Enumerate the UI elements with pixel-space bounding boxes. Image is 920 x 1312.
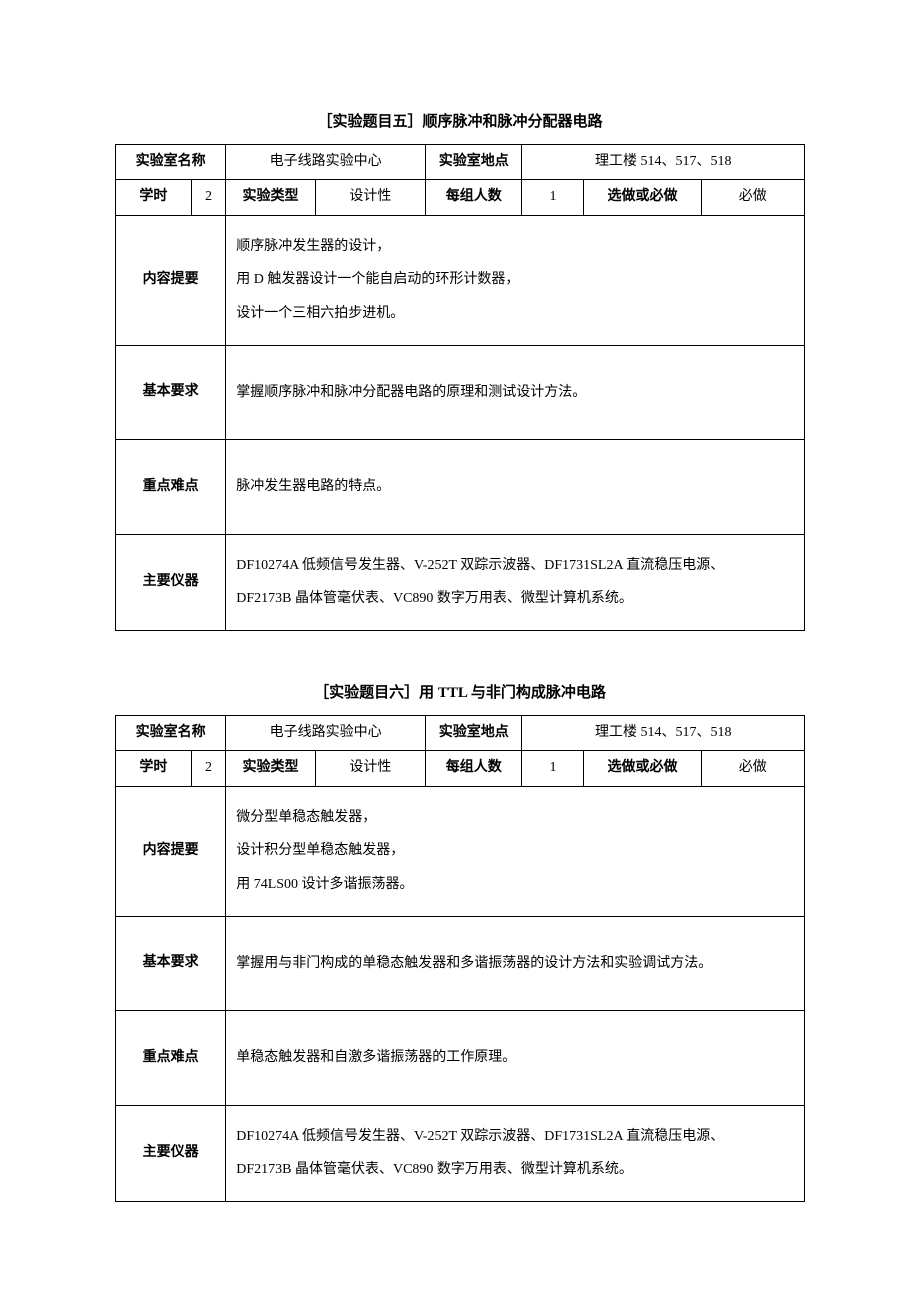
group-label: 每组人数 [426,751,522,786]
content-line: 微分型单稳态触发器， [236,801,794,835]
type-label: 实验类型 [226,751,316,786]
hours-label: 学时 [116,180,192,215]
content-summary-label: 内容提要 [116,786,226,916]
key-points-label: 重点难点 [116,1011,226,1106]
lab-location-value: 理工楼 514、517、518 [522,715,805,750]
hours-value: 2 [191,180,225,215]
lab-location-label: 实验室地点 [426,145,522,180]
content-summary-value: 微分型单稳态触发器， 设计积分型单稳态触发器， 用 74LS00 设计多谐振荡器… [226,786,805,916]
key-points-value: 脉冲发生器电路的特点。 [226,440,805,535]
content-line: DF10274A 低频信号发生器、V-252T 双踪示波器、DF1731SL2A… [236,1120,794,1154]
content-line: DF2173B 晶体管毫伏表、VC890 数字万用表、微型计算机系统。 [236,1153,794,1187]
basic-requirements-label: 基本要求 [116,916,226,1011]
group-value: 1 [522,180,584,215]
basic-requirements-label: 基本要求 [116,345,226,440]
hours-label: 学时 [116,751,192,786]
table-row: 学时 2 实验类型 设计性 每组人数 1 选做或必做 必做 [116,751,805,786]
lab-name-value: 电子线路实验中心 [226,145,426,180]
content-line: DF10274A 低频信号发生器、V-252T 双踪示波器、DF1731SL2A… [236,549,794,583]
experiment6-table: 实验室名称 电子线路实验中心 实验室地点 理工楼 514、517、518 学时 … [115,715,805,1202]
table-row: 实验室名称 电子线路实验中心 实验室地点 理工楼 514、517、518 [116,715,805,750]
type-value: 设计性 [315,751,425,786]
experiment5-title: ［实验题目五］顺序脉冲和脉冲分配器电路 [115,110,805,134]
lab-name-value: 电子线路实验中心 [226,715,426,750]
table-row: 学时 2 实验类型 设计性 每组人数 1 选做或必做 必做 [116,180,805,215]
experiment6-title: ［实验题目六］用 TTL 与非门构成脉冲电路 [115,681,805,705]
key-points-value: 单稳态触发器和自激多谐振荡器的工作原理。 [226,1011,805,1106]
content-line: 设计积分型单稳态触发器， [236,834,794,868]
basic-requirements-value: 掌握顺序脉冲和脉冲分配器电路的原理和测试设计方法。 [226,345,805,440]
experiment5-table: 实验室名称 电子线路实验中心 实验室地点 理工楼 514、517、518 学时 … [115,144,805,631]
content-summary-label: 内容提要 [116,215,226,345]
required-label: 选做或必做 [584,751,701,786]
table-row: 重点难点 单稳态触发器和自激多谐振荡器的工作原理。 [116,1011,805,1106]
required-label: 选做或必做 [584,180,701,215]
table-row: 基本要求 掌握用与非门构成的单稳态触发器和多谐振荡器的设计方法和实验调试方法。 [116,916,805,1011]
lab-location-label: 实验室地点 [426,715,522,750]
table-row: 基本要求 掌握顺序脉冲和脉冲分配器电路的原理和测试设计方法。 [116,345,805,440]
content-line: 用 74LS00 设计多谐振荡器。 [236,868,794,902]
group-value: 1 [522,751,584,786]
content-line: 设计一个三相六拍步进机。 [236,297,794,331]
basic-requirements-value: 掌握用与非门构成的单稳态触发器和多谐振荡器的设计方法和实验调试方法。 [226,916,805,1011]
content-line: 用 D 触发器设计一个能自启动的环形计数器， [236,263,794,297]
instruments-label: 主要仪器 [116,1105,226,1201]
required-value: 必做 [701,180,804,215]
content-line: 顺序脉冲发生器的设计， [236,230,794,264]
content-summary-value: 顺序脉冲发生器的设计， 用 D 触发器设计一个能自启动的环形计数器， 设计一个三… [226,215,805,345]
hours-value: 2 [191,751,225,786]
group-label: 每组人数 [426,180,522,215]
type-label: 实验类型 [226,180,316,215]
table-row: 内容提要 微分型单稳态触发器， 设计积分型单稳态触发器， 用 74LS00 设计… [116,786,805,916]
instruments-label: 主要仪器 [116,534,226,630]
table-row: 主要仪器 DF10274A 低频信号发生器、V-252T 双踪示波器、DF173… [116,534,805,630]
type-value: 设计性 [315,180,425,215]
content-line: DF2173B 晶体管毫伏表、VC890 数字万用表、微型计算机系统。 [236,582,794,616]
lab-name-label: 实验室名称 [116,715,226,750]
lab-name-label: 实验室名称 [116,145,226,180]
table-row: 重点难点 脉冲发生器电路的特点。 [116,440,805,535]
instruments-value: DF10274A 低频信号发生器、V-252T 双踪示波器、DF1731SL2A… [226,1105,805,1201]
table-row: 内容提要 顺序脉冲发生器的设计， 用 D 触发器设计一个能自启动的环形计数器， … [116,215,805,345]
table-row: 实验室名称 电子线路实验中心 实验室地点 理工楼 514、517、518 [116,145,805,180]
lab-location-value: 理工楼 514、517、518 [522,145,805,180]
table-row: 主要仪器 DF10274A 低频信号发生器、V-252T 双踪示波器、DF173… [116,1105,805,1201]
instruments-value: DF10274A 低频信号发生器、V-252T 双踪示波器、DF1731SL2A… [226,534,805,630]
required-value: 必做 [701,751,804,786]
key-points-label: 重点难点 [116,440,226,535]
